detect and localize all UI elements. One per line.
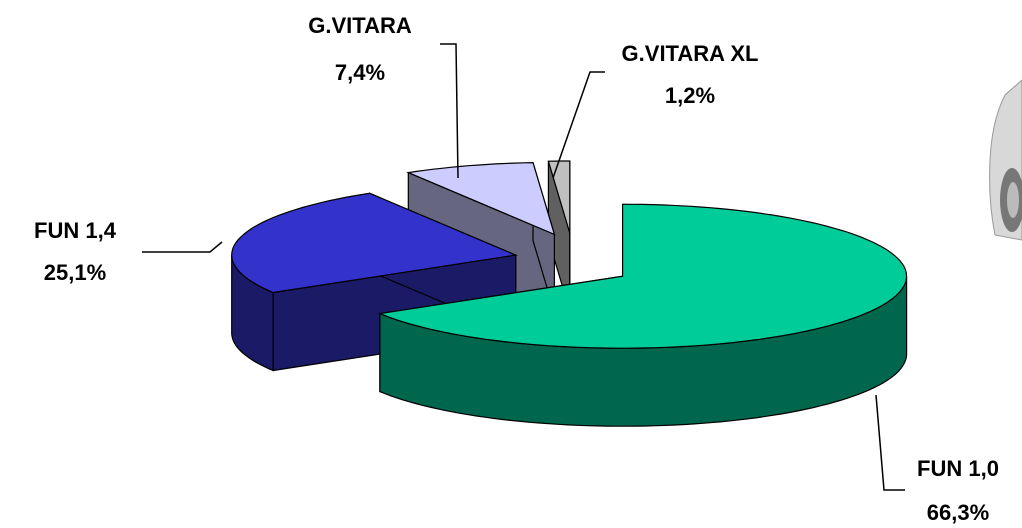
category-label: FUN 1,4 — [34, 218, 117, 243]
category-label: G.VITARA XL — [622, 41, 759, 66]
leader-line — [552, 71, 605, 179]
labels: FUN 1,0 66,3% FUN 1,4 25,1% G.VITARA 7,4% G.VI… — [34, 13, 999, 525]
leader-line — [142, 241, 223, 253]
leader-line — [440, 43, 459, 179]
slice-top — [231, 192, 518, 294]
pie — [231, 160, 908, 427]
slice-top — [377, 203, 908, 349]
car-picture — [989, 79, 1022, 241]
value-label: 7,4% — [335, 60, 385, 85]
category-label: G.VITARA — [308, 13, 412, 38]
category-label: FUN 1,0 — [917, 456, 999, 481]
leader-line — [875, 394, 905, 491]
value-label: 66,3% — [927, 500, 989, 525]
value-label: 1,2% — [665, 83, 715, 108]
value-label: 25,1% — [44, 260, 106, 285]
slice-top — [406, 161, 556, 236]
slice — [377, 203, 908, 427]
